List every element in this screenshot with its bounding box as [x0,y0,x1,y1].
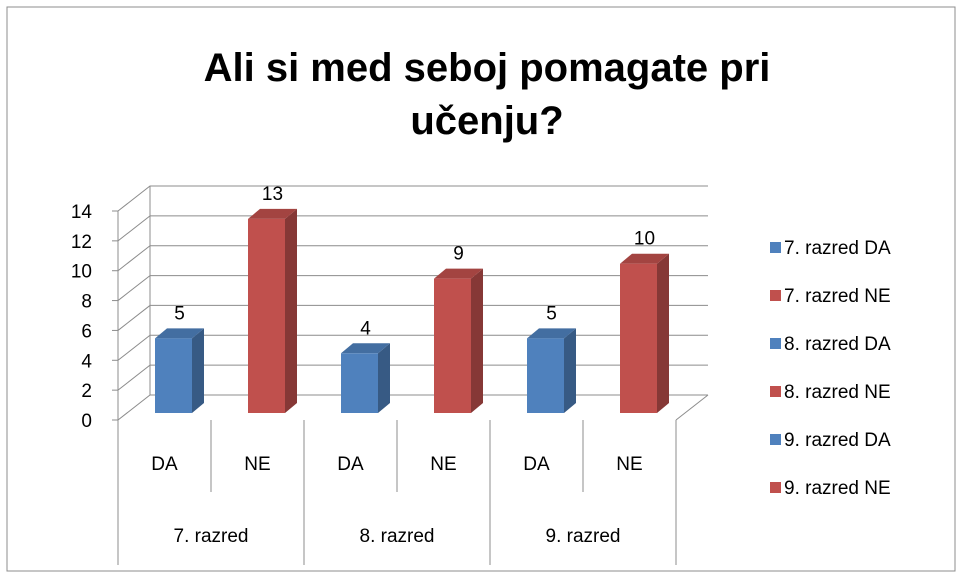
data-label: 13 [262,184,283,205]
grid-line [117,185,708,212]
grid-line [117,215,708,242]
group-label: 9. razred [546,526,621,547]
bar [341,353,378,413]
data-label: 9 [453,244,464,265]
x-tick-label: DA [523,454,550,475]
x-tick-label: DA [337,454,364,475]
bar-side [471,268,483,413]
bar [527,338,564,413]
bar-side [378,343,390,413]
x-tick-label: NE [430,454,456,475]
legend-label: 8. razred DA [784,334,891,355]
grid-line [117,364,708,391]
legend-swatch [770,386,781,397]
y-tick-label: 12 [71,232,92,253]
grid-line [117,245,708,272]
legend-swatch [770,434,781,445]
y-tick-label: 10 [71,262,92,283]
data-label: 4 [360,318,371,339]
grid-line [117,275,708,301]
legend-label: 8. razred NE [784,382,891,403]
legend-label: 7. razred NE [784,286,891,307]
bar-top [341,343,390,354]
data-label: 10 [634,229,655,250]
grid-line [117,394,708,421]
bar-side [657,253,669,413]
y-tick-label: 0 [81,411,92,432]
bar-top [155,328,204,339]
legend-label: 9. razred DA [784,430,891,451]
bar-side [192,328,204,413]
x-tick-label: NE [244,454,270,475]
y-tick-label: 2 [81,381,92,402]
bar [248,218,285,413]
group-label: 7. razred [174,526,249,547]
bar-top [434,268,483,279]
x-tick-label: NE [616,454,642,475]
legend-label: 9. razred NE [784,478,891,499]
bar-top [248,208,297,219]
bar-side [564,328,576,413]
chart-title: Ali si med seboj pomagate pri učenju? [203,46,771,143]
grid-line [117,334,708,361]
group-label: 8. razred [360,526,435,547]
legend-label: 7. razred DA [784,238,891,259]
y-tick-label: 6 [81,321,92,342]
grid-line [117,304,708,331]
legend-swatch [770,482,781,493]
bar [155,338,192,413]
data-label: 5 [546,303,557,324]
bar-top [620,253,669,264]
y-tick-label: 14 [71,202,93,223]
bar [620,263,657,413]
y-tick-label: 8 [81,292,92,313]
data-label: 5 [174,303,185,324]
legend-swatch [770,338,781,349]
bar-side [285,208,297,413]
y-tick-label: 4 [81,351,92,372]
bar [434,278,471,413]
bar-top [527,328,576,339]
x-tick-label: DA [151,454,178,475]
floor-edge [675,394,709,421]
legend-swatch [770,290,781,301]
legend-swatch [770,242,781,253]
chart-border [6,6,956,572]
